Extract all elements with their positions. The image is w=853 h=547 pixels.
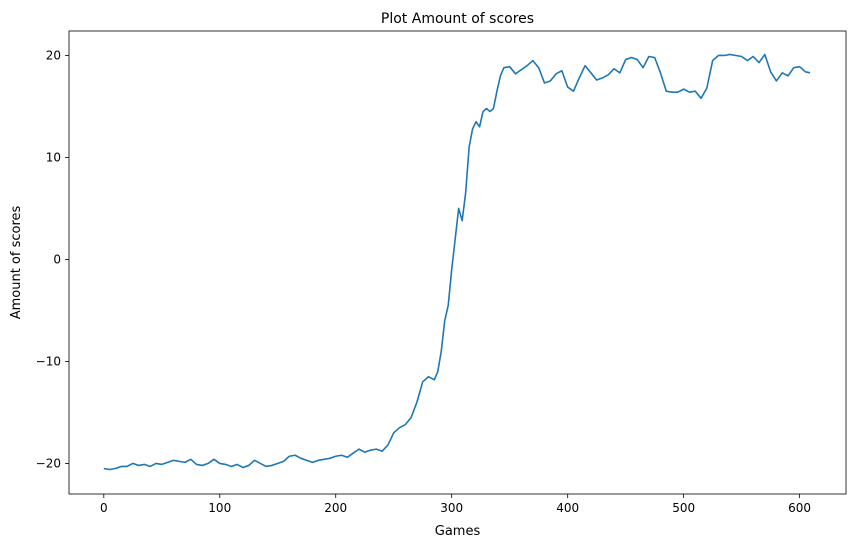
plot-frame	[68, 30, 847, 495]
y-tick-label: 10	[46, 150, 61, 164]
y-tick-label: −10	[36, 354, 61, 368]
x-tick-label: 100	[208, 501, 231, 515]
plot-background	[69, 31, 846, 494]
chart-title: Plot Amount of scores	[381, 11, 534, 27]
x-axis-label: Games	[435, 524, 481, 539]
x-axis-ticks: 0 100 200 300 400 500 600	[100, 494, 811, 515]
x-tick-label: 500	[672, 501, 695, 515]
x-tick-label: 600	[788, 501, 811, 515]
x-tick-label: 0	[100, 501, 108, 515]
x-tick-label: 200	[324, 501, 347, 515]
y-axis-ticks: −20 −10 0 10 20	[36, 48, 69, 470]
y-tick-label: 0	[53, 252, 61, 266]
series-layer	[103, 53, 811, 471]
y-tick-label: −20	[36, 456, 61, 470]
series-line-0	[103, 53, 811, 471]
y-axis-label: Amount of scores	[9, 205, 24, 319]
y-tick-label: 20	[46, 48, 61, 62]
x-tick-label: 300	[440, 501, 463, 515]
x-tick-label: 400	[556, 501, 579, 515]
